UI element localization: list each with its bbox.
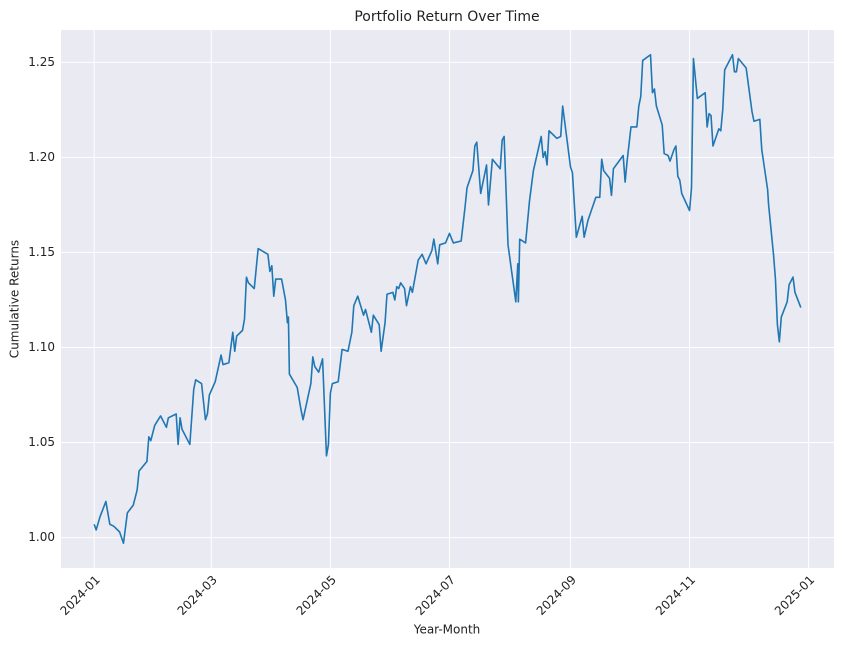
y-tick-label: 1.10 xyxy=(28,340,55,354)
chart-title: Portfolio Return Over Time xyxy=(354,9,539,25)
x-tick-label: 2024-09 xyxy=(534,573,579,618)
y-tick-label: 1.15 xyxy=(28,245,55,259)
x-tick-label: 2024-11 xyxy=(653,573,698,618)
x-tick-label: 2024-01 xyxy=(57,573,102,618)
x-axis-label: Year-Month xyxy=(413,623,481,637)
y-axis-label: Cumulative Returns xyxy=(8,240,22,358)
x-tick-label: 2024-07 xyxy=(413,573,458,618)
y-tick-label: 1.20 xyxy=(28,150,55,164)
y-tick-label: 1.05 xyxy=(28,435,55,449)
plot-area xyxy=(61,30,834,568)
y-tick-label: 1.25 xyxy=(28,55,55,69)
x-tick-label: 2024-03 xyxy=(175,573,220,618)
y-tick-label: 1.00 xyxy=(28,530,55,544)
data-line xyxy=(93,53,802,545)
x-tick-label: 2024-05 xyxy=(294,573,339,618)
x-tick-label: 2025-01 xyxy=(772,573,817,618)
